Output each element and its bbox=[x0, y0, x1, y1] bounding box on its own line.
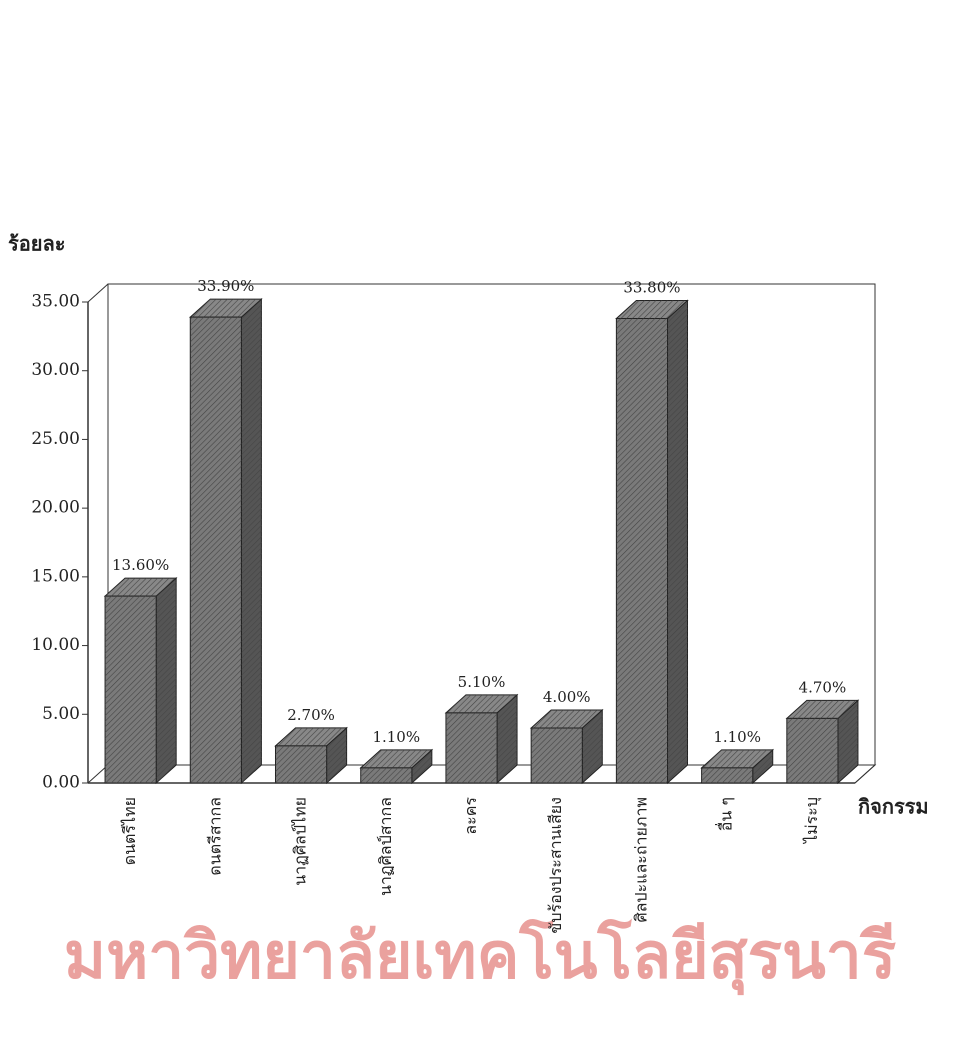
x-tick-label: ดนตรีไทย bbox=[120, 797, 139, 865]
x-tick-label: ศิลปะและถ่ายภาพ bbox=[631, 797, 650, 923]
bar-top-hatch bbox=[105, 578, 177, 597]
bar-hatch bbox=[275, 745, 327, 783]
bar-top-hatch bbox=[531, 710, 603, 729]
value-label: 1.10% bbox=[713, 728, 761, 746]
bar-side-hatch bbox=[837, 700, 858, 783]
y-axis-label: ร้อยละ bbox=[8, 232, 65, 256]
bar-hatch bbox=[105, 596, 157, 783]
value-label: 4.70% bbox=[799, 678, 847, 696]
y-tick-label: 30.00 bbox=[31, 360, 80, 380]
bar-side-hatch bbox=[241, 299, 262, 783]
y-tick-label: 25.00 bbox=[31, 429, 80, 449]
y-tick-label: 10.00 bbox=[31, 635, 80, 655]
x-tick-label: นาฏศิลป์ไทย bbox=[291, 797, 310, 886]
bar-side-hatch bbox=[752, 749, 773, 783]
bar-top-hatch bbox=[190, 299, 262, 318]
value-label: 2.70% bbox=[287, 706, 335, 724]
value-label: 1.10% bbox=[372, 728, 420, 746]
x-tick-label: ขับร้องประสานเสียง bbox=[546, 797, 565, 934]
y-tick-label: 15.00 bbox=[31, 566, 80, 586]
x-tick-label: นาฏศิลป์สากล bbox=[376, 797, 395, 896]
bar-hatch bbox=[701, 767, 753, 783]
bar-side-hatch bbox=[497, 694, 518, 783]
side-edge bbox=[854, 764, 876, 784]
bar-top-hatch bbox=[616, 300, 688, 319]
value-label: 5.10% bbox=[458, 673, 506, 691]
value-label: 33.90% bbox=[197, 277, 254, 295]
value-label: 13.60% bbox=[112, 556, 169, 574]
value-label: 4.00% bbox=[543, 688, 591, 706]
bar-side-hatch bbox=[667, 300, 688, 783]
bar-side-hatch bbox=[582, 710, 603, 783]
bar-top-hatch bbox=[275, 727, 347, 746]
x-tick-label: ละคร bbox=[461, 797, 480, 835]
bar-side-hatch bbox=[156, 578, 177, 783]
bar-hatch bbox=[445, 712, 498, 783]
bar-top-hatch bbox=[701, 749, 773, 768]
x-axis-label: กิจกรรม bbox=[858, 795, 929, 819]
y-tick-label: 5.00 bbox=[42, 704, 80, 724]
bar-hatch bbox=[531, 728, 583, 783]
y-tick-label: 0.00 bbox=[42, 773, 80, 793]
bar-hatch bbox=[360, 767, 412, 783]
value-label: 33.80% bbox=[623, 278, 680, 296]
bar-hatch bbox=[786, 718, 838, 783]
bar-hatch bbox=[616, 318, 668, 783]
y-tick-label: 20.00 bbox=[31, 498, 80, 518]
bar-side-hatch bbox=[411, 749, 432, 783]
watermark: มหาวิทยาลัยเทคโนโลยีสุรนารี bbox=[64, 918, 896, 996]
bar-hatch bbox=[190, 317, 242, 783]
side-edge bbox=[87, 283, 109, 303]
x-tick-label: ไม่ระบุ bbox=[802, 797, 822, 845]
bar-top-hatch bbox=[445, 694, 518, 713]
bar-top-hatch bbox=[786, 700, 858, 719]
y-tick-label: 35.00 bbox=[31, 292, 80, 312]
x-tick-label: อื่น ๆ bbox=[715, 797, 736, 831]
bar-top-hatch bbox=[360, 749, 432, 768]
x-tick-label: ดนตรีสากล bbox=[205, 797, 224, 876]
